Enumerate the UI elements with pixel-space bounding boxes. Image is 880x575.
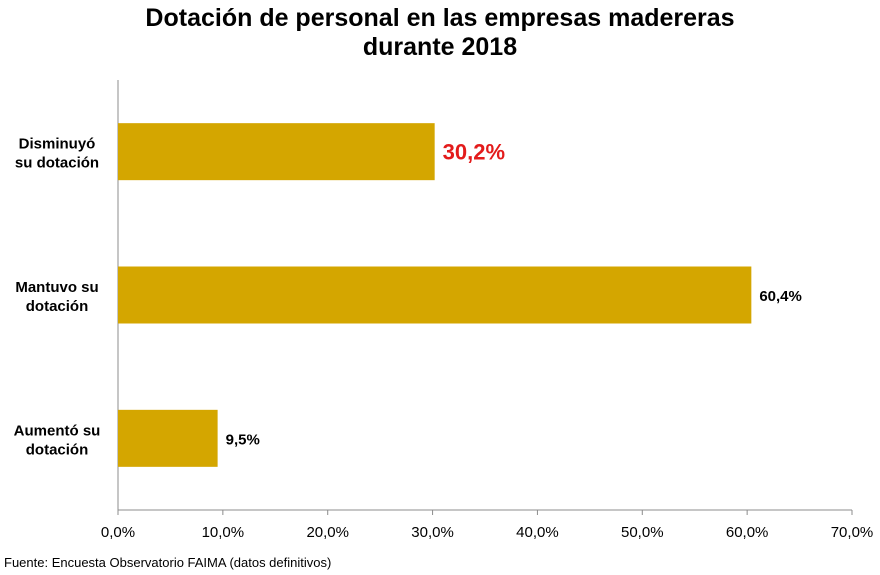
data-label: 9,5% bbox=[226, 431, 260, 448]
x-tick-label: 40,0% bbox=[516, 524, 559, 541]
x-tick-label: 70,0% bbox=[831, 524, 874, 541]
bar bbox=[118, 409, 218, 467]
data-label: 30,2% bbox=[443, 140, 505, 165]
x-tick-label: 10,0% bbox=[202, 524, 245, 541]
bar bbox=[118, 266, 752, 324]
x-tick-label: 50,0% bbox=[621, 524, 664, 541]
x-tick-label: 60,0% bbox=[726, 524, 769, 541]
chart-title-line-2: durante 2018 bbox=[362, 33, 518, 61]
x-tick-label: 0,0% bbox=[101, 524, 135, 541]
source-note: Fuente: Encuesta Observatorio FAIMA (dat… bbox=[4, 555, 332, 570]
category-label: Mantuvo su dotación bbox=[15, 279, 98, 315]
category-label: Aumentó su dotación bbox=[14, 422, 101, 458]
category-label: Disminuyó su dotación bbox=[15, 136, 99, 172]
chart-title: Dotación de personal en las empresas mad… bbox=[0, 4, 880, 62]
data-label: 60,4% bbox=[759, 288, 802, 305]
x-tick-label: 30,0% bbox=[411, 524, 454, 541]
chart-title-line-1: Dotación de personal en las empresas mad… bbox=[145, 4, 735, 32]
x-tick-label: 20,0% bbox=[306, 524, 349, 541]
bar bbox=[118, 123, 435, 181]
